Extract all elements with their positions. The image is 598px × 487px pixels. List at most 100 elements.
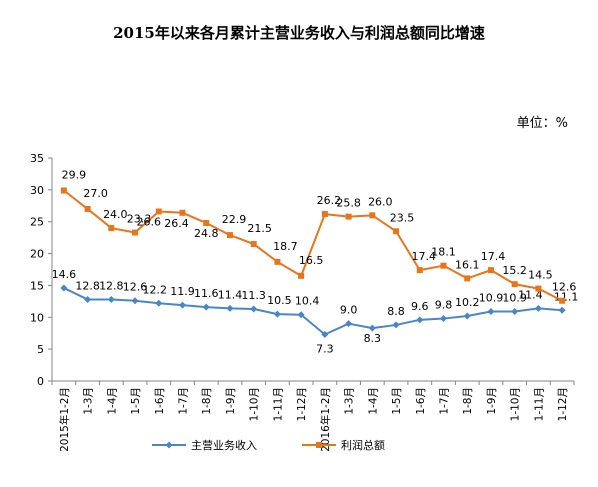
data-point-marker <box>179 301 186 309</box>
series-line-revenue <box>63 287 563 336</box>
data-label: 10.2 <box>455 296 480 309</box>
data-point-marker <box>297 311 305 319</box>
y-tick-label: 20 <box>30 248 44 261</box>
data-label: 8.3 <box>364 332 382 345</box>
x-tick-label: 1-12月 <box>296 387 308 421</box>
data-label: 11.4 <box>518 288 543 301</box>
data-point-marker <box>108 225 115 232</box>
x-tick-label: 1-7月 <box>178 387 190 415</box>
data-point-marker <box>369 212 376 219</box>
data-point-marker <box>321 330 329 338</box>
x-tick-label: 2016年1-2月 <box>319 387 332 452</box>
data-point-marker <box>534 304 542 312</box>
data-label: 9.6 <box>411 300 429 313</box>
data-label: 10.5 <box>267 294 292 307</box>
data-point-marker <box>392 321 400 329</box>
x-tick-label: 1-5月 <box>130 387 142 415</box>
data-label: 26.0 <box>368 195 393 208</box>
data-point-marker <box>416 316 424 324</box>
data-label: 12.8 <box>75 279 100 292</box>
legend-marker <box>316 442 322 448</box>
data-label: 12.2 <box>143 283 168 296</box>
data-point-marker <box>487 267 494 274</box>
data-point-marker <box>179 209 186 216</box>
data-point-marker <box>321 211 328 218</box>
x-tick-label: 1-3月 <box>83 387 95 415</box>
data-point-marker <box>274 258 281 265</box>
y-tick-label: 25 <box>30 216 44 229</box>
data-label: 16.5 <box>299 254 324 267</box>
data-point-marker <box>463 312 471 320</box>
legend-label: 利润总额 <box>341 438 385 452</box>
data-label: 18.1 <box>431 246 456 259</box>
data-point-marker <box>393 228 400 235</box>
data-point-marker <box>487 308 495 316</box>
legend-label: 主营业务收入 <box>191 438 257 452</box>
x-tick-label: 1-6月 <box>154 387 166 415</box>
x-tick-label: 1-11月 <box>533 387 545 421</box>
data-point-marker <box>60 284 68 292</box>
data-point-marker <box>511 308 519 316</box>
data-point-marker <box>368 324 376 332</box>
data-label: 26.2 <box>317 194 342 207</box>
y-tick-label: 0 <box>37 375 44 388</box>
x-tick-label: 1-3月 <box>344 387 356 415</box>
data-point-marker <box>535 285 542 292</box>
data-point-marker <box>559 297 566 304</box>
data-label: 24.0 <box>103 208 128 221</box>
data-label: 27.0 <box>83 187 108 200</box>
data-point-marker <box>155 208 162 215</box>
x-tick-label: 1-4月 <box>106 387 118 415</box>
data-label: 29.9 <box>62 168 87 181</box>
x-tick-label: 1-10月 <box>510 387 522 421</box>
data-label: 17.4 <box>481 250 506 263</box>
data-point-marker <box>345 213 352 220</box>
data-label: 9.0 <box>340 304 358 317</box>
data-label: 10.9 <box>502 292 527 305</box>
data-point-marker <box>298 272 305 279</box>
data-label: 23.5 <box>390 211 415 224</box>
data-point-marker <box>203 219 210 226</box>
series-line-profit <box>63 189 563 302</box>
data-label: 26.4 <box>164 217 189 230</box>
x-tick-label: 2015年1-2月 <box>58 387 71 452</box>
data-label: 21.5 <box>247 222 272 235</box>
data-label: 12.6 <box>552 281 577 294</box>
data-label: 11.9 <box>170 285 195 298</box>
y-tick-label: 35 <box>30 152 44 165</box>
y-tick-label: 30 <box>30 184 44 197</box>
x-tick-label: 1-8月 <box>462 387 474 415</box>
legend-marker <box>165 441 173 449</box>
data-label: 14.6 <box>52 268 77 281</box>
x-tick-label: 1-6月 <box>415 387 427 415</box>
x-tick-label: 1-4月 <box>367 387 379 415</box>
data-label: 11.6 <box>194 287 219 300</box>
x-tick-label: 1-8月 <box>201 387 213 415</box>
data-label: 22.9 <box>222 213 247 226</box>
x-tick-label: 1-5月 <box>391 387 403 415</box>
data-label: 7.3 <box>316 342 334 355</box>
data-point-marker <box>132 229 139 236</box>
data-label: 24.8 <box>194 227 219 240</box>
data-point-marker <box>440 315 447 323</box>
data-label: 11.3 <box>241 289 266 302</box>
data-point-marker <box>60 187 67 194</box>
data-point-marker <box>226 232 233 239</box>
y-tick-label: 5 <box>37 343 44 356</box>
data-label: 15.2 <box>502 264 527 277</box>
data-label: 18.7 <box>273 240 298 253</box>
x-tick-label: 1-10月 <box>249 387 261 421</box>
data-point-marker <box>416 267 423 274</box>
data-label: 9.8 <box>435 299 453 312</box>
data-point-marker <box>440 262 447 269</box>
data-label: 23.3 <box>127 213 152 226</box>
data-label: 16.1 <box>455 258 480 271</box>
x-tick-label: 1-7月 <box>439 387 451 415</box>
x-tick-label: 1-9月 <box>225 387 237 415</box>
unit-label: 单位：% <box>516 116 568 131</box>
data-point-marker <box>558 306 566 314</box>
data-label: 11.4 <box>218 288 243 301</box>
data-point-marker <box>273 310 281 318</box>
data-label: 10.4 <box>295 295 320 308</box>
data-point-marker <box>345 320 353 328</box>
